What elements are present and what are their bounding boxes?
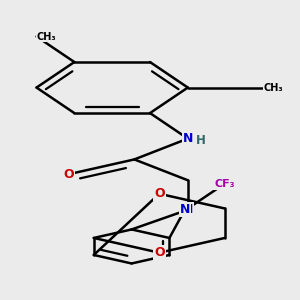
Text: O: O bbox=[154, 187, 165, 200]
Text: CH₃: CH₃ bbox=[37, 32, 56, 41]
Text: N: N bbox=[180, 202, 190, 216]
Text: N: N bbox=[183, 203, 193, 216]
Text: H: H bbox=[196, 134, 206, 147]
Text: O: O bbox=[154, 246, 165, 259]
Text: O: O bbox=[64, 168, 74, 181]
Text: N: N bbox=[183, 132, 193, 145]
Text: CH₃: CH₃ bbox=[263, 82, 283, 93]
Text: CF₃: CF₃ bbox=[214, 179, 235, 189]
